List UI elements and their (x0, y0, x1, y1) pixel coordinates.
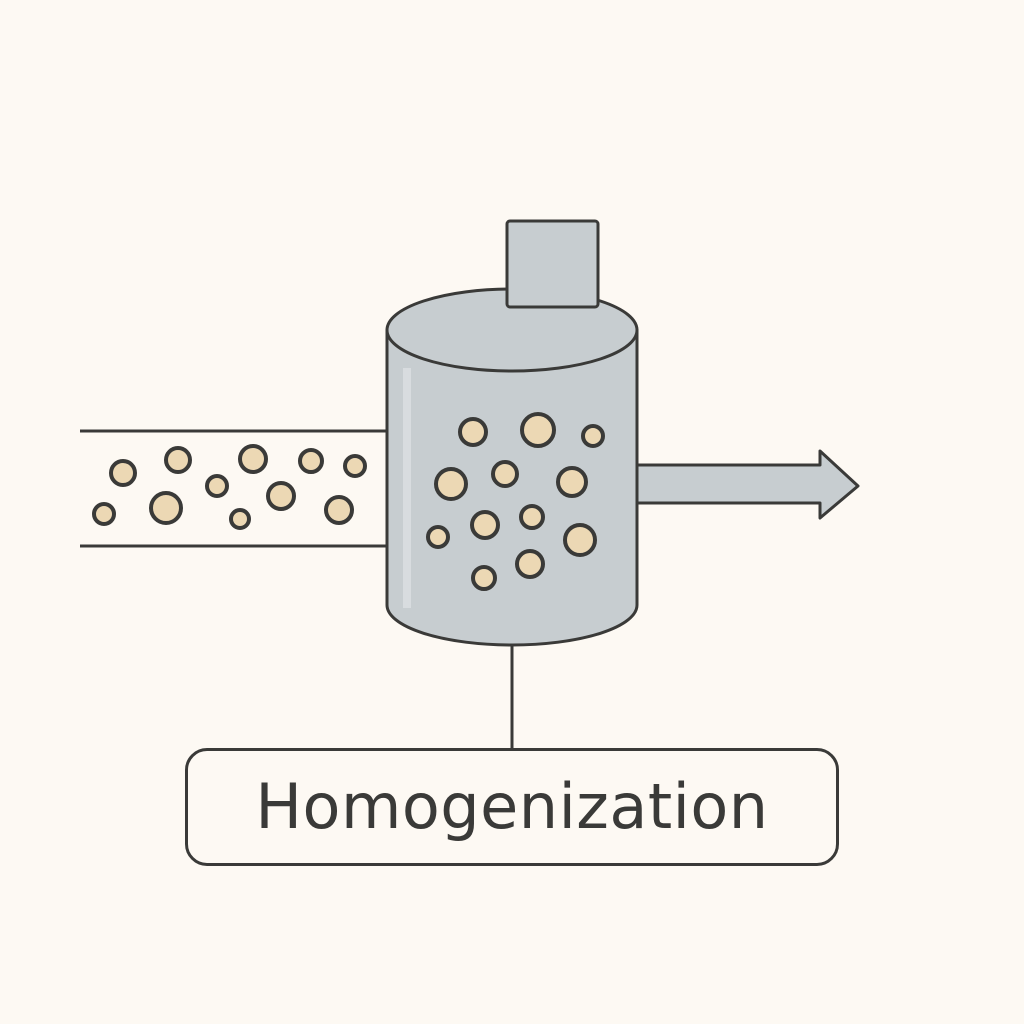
vessel-particle (520, 412, 556, 448)
inlet-particle (238, 444, 268, 474)
inlet-particle (324, 495, 354, 525)
inlet-particle (92, 502, 116, 526)
vessel-particle (556, 466, 588, 498)
inlet-particle (343, 454, 367, 478)
vessel-particle (491, 460, 519, 488)
vessel-particle (458, 417, 488, 447)
vessel-particle (470, 510, 500, 540)
vessel-particle (519, 504, 545, 530)
homogenizer-vessel-icon (385, 287, 639, 647)
inlet-particles (92, 444, 367, 530)
vessel-particle (515, 549, 545, 579)
inlet-pipe-icon (80, 429, 388, 548)
vessel-particle (563, 523, 597, 557)
inlet-particle (205, 474, 229, 498)
vessel-particle (581, 424, 605, 448)
motor-icon (505, 219, 600, 309)
inlet-particle (164, 446, 192, 474)
inlet-particle (266, 481, 296, 511)
inlet-particle (298, 448, 324, 474)
process-label-box: Homogenization (185, 748, 839, 866)
vessel-particle (471, 565, 497, 591)
vessel-particle (426, 525, 450, 549)
vessel-particle (434, 467, 468, 501)
outlet-arrow-icon (630, 449, 860, 520)
inlet-particle (229, 508, 251, 530)
process-label: Homogenization (255, 770, 769, 843)
inlet-particle (109, 459, 137, 487)
inlet-particle (149, 491, 183, 525)
vessel-particles (426, 412, 605, 591)
